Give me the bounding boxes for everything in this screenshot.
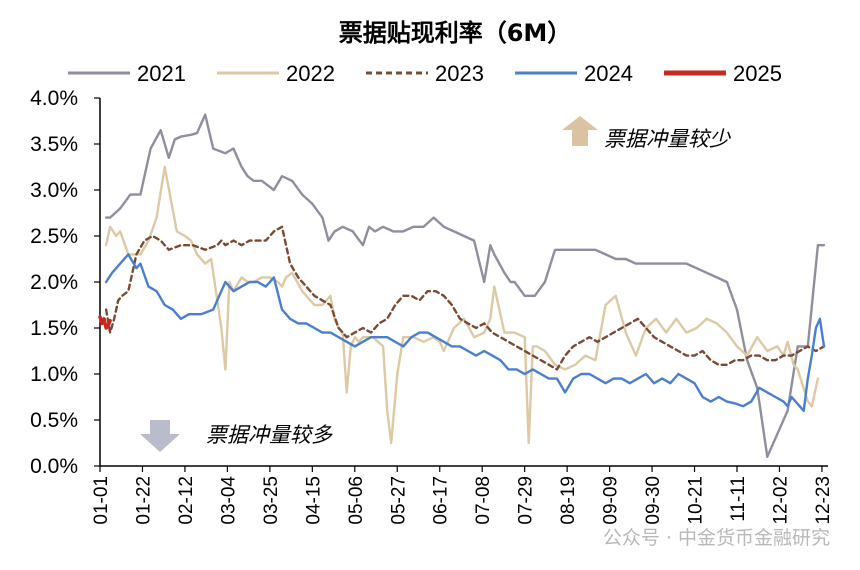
x-tick-label: 04-15 (303, 476, 324, 525)
x-tick-label: 06-17 (431, 476, 452, 525)
x-tick-label: 12-02 (770, 476, 791, 525)
legend-label-2022: 2022 (286, 61, 335, 86)
y-tick-label: 1.0% (30, 363, 78, 386)
annotation-less: 票据冲量较少 (562, 116, 731, 151)
y-tick-label: 0.0% (30, 455, 78, 478)
x-tick-label: 07-08 (473, 476, 494, 525)
annotation-less-text: 票据冲量较少 (604, 127, 731, 151)
x-tick-label: 10-21 (686, 476, 707, 525)
legend-label-2024: 2024 (584, 61, 633, 86)
series-lines (98, 113, 826, 458)
x-ticks: 01-01 01-22 02-12 03-04 03-25 04-15 05-06 05-27… (91, 466, 834, 525)
watermark: 公众号 · 中金货币金融研究 (603, 527, 830, 549)
x-tick-label: 05-27 (388, 476, 409, 525)
x-tick-label: 07-29 (516, 476, 537, 525)
legend-item-2021: 2021 (68, 61, 186, 86)
y-tick-label: 1.5% (30, 317, 78, 340)
up-arrow-icon (562, 116, 598, 146)
x-tick-label: 03-25 (261, 476, 282, 525)
series-line-2025 (98, 315, 112, 330)
legend-item-2025: 2025 (664, 61, 782, 86)
x-tick-label: 02-12 (176, 476, 197, 525)
y-tick-label: 3.0% (30, 179, 78, 202)
y-ticks: 0.0% 0.5% 1.0% 1.5% 2.0% 2.5% 3.0% 3.5% 4.0% (30, 87, 100, 478)
series-line-2023 (104, 225, 826, 371)
annotation-more-text: 票据冲量较多 (206, 423, 333, 447)
y-tick-label: 4.0% (30, 87, 78, 110)
x-tick-label: 01-01 (91, 476, 112, 525)
x-tick-label: 12-23 (813, 476, 834, 525)
legend-label-2021: 2021 (137, 61, 186, 86)
annotation-more: 票据冲量较多 (140, 420, 333, 452)
x-tick-label: 03-04 (218, 476, 239, 525)
chart-title: 票据贴现利率（6M） (339, 19, 572, 47)
legend-label-2023: 2023 (435, 61, 484, 86)
y-tick-label: 0.5% (30, 409, 78, 432)
legend-item-2023: 2023 (366, 61, 484, 86)
series-line-2022 (104, 165, 820, 445)
y-tick-label: 2.5% (30, 225, 78, 248)
x-tick-label: 11-11 (728, 476, 749, 522)
y-tick-label: 3.5% (30, 133, 78, 156)
series-line-2021 (104, 113, 826, 458)
down-arrow-icon (140, 420, 180, 452)
x-tick-label: 08-19 (558, 476, 579, 525)
x-tick-label: 09-30 (643, 476, 664, 525)
legend-item-2024: 2024 (515, 61, 633, 86)
series-line-2024 (104, 253, 826, 412)
x-tick-label: 01-22 (133, 476, 154, 525)
y-tick-label: 2.0% (30, 271, 78, 294)
legend: 2021 2022 2023 2024 2025 (68, 61, 782, 86)
legend-item-2022: 2022 (217, 61, 335, 86)
legend-label-2025: 2025 (733, 61, 782, 86)
x-tick-label: 09-09 (601, 476, 622, 525)
x-tick-label: 05-06 (346, 476, 367, 525)
